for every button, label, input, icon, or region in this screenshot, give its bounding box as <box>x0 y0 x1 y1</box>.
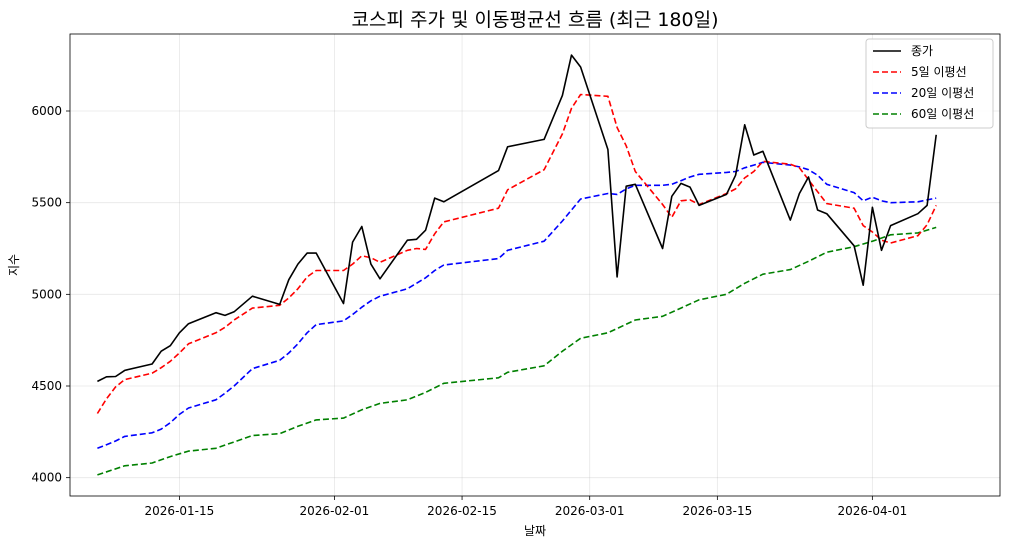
x-tick-label: 2026-03-15 <box>682 504 752 518</box>
chart-title: 코스피 주가 및 이동평균선 흐름 (최근 180일) <box>351 9 718 31</box>
x-tick-label: 2026-04-01 <box>837 504 907 518</box>
legend-label: 종가 <box>911 44 933 58</box>
x-tick-label: 2026-01-15 <box>145 504 215 518</box>
x-tick-label: 2026-02-01 <box>300 504 370 518</box>
legend-box <box>865 38 994 129</box>
series-line-0 <box>97 54 937 383</box>
x-axis-ticks: 2026-01-15 2026-02-01 2026-02-15 2026-03-01… <box>145 496 907 518</box>
x-tick-label: 2026-02-15 <box>427 504 497 518</box>
legend: 종가 5일 이평선 20일 이평선 60일 이평선 <box>865 38 994 129</box>
x-tick-label: 2026-03-01 <box>555 504 625 518</box>
x-axis-label: 날짜 <box>524 524 546 538</box>
series-line-2 <box>97 161 937 450</box>
y-axis-label: 지수 <box>7 254 21 276</box>
series-line-1 <box>96 93 937 414</box>
y-tick-label: 6000 <box>31 104 62 118</box>
y-tick-label: 4500 <box>31 379 62 393</box>
y-tick-label: 5000 <box>31 287 62 301</box>
y-tick-label: 5500 <box>31 196 62 210</box>
legend-label: 20일 이평선 <box>911 86 974 100</box>
y-tick-label: 4000 <box>31 471 62 485</box>
legend-label: 60일 이평선 <box>911 107 974 121</box>
plot-series <box>96 54 937 476</box>
y-axis-ticks: 4000 4500 5000 5500 6000 <box>31 104 70 485</box>
series-line-3 <box>97 226 937 476</box>
legend-label: 5일 이평선 <box>911 65 967 79</box>
plot-frame <box>69 33 1001 497</box>
